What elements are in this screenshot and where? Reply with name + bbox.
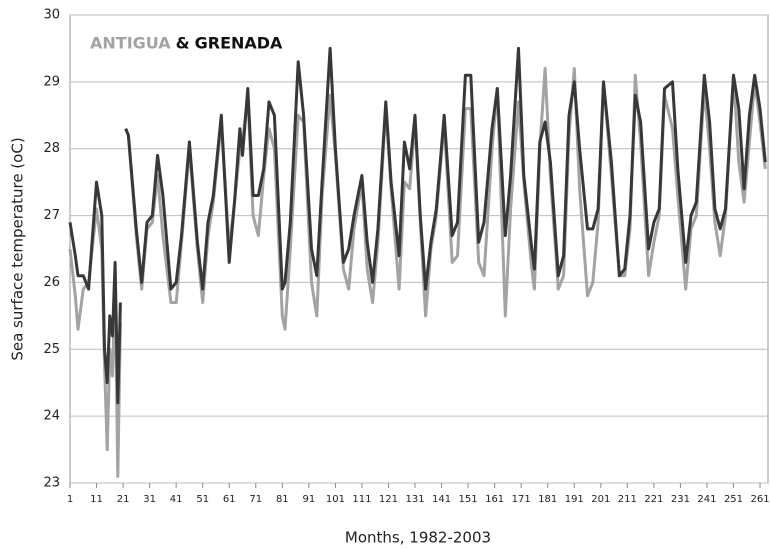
x-tick-label: 151: [459, 494, 478, 505]
x-axis-label: Months, 1982-2003: [345, 529, 491, 547]
y-tick-label: 24: [43, 409, 60, 424]
x-tick-label: 111: [352, 494, 371, 505]
x-tick-label: 11: [90, 494, 103, 505]
x-tick-label: 131: [405, 494, 424, 505]
y-tick-label: 29: [43, 74, 60, 89]
series-line: [68, 46, 767, 405]
x-tick-label: 91: [302, 494, 315, 505]
y-tick-label: 30: [43, 8, 60, 23]
x-tick-label: 71: [249, 494, 262, 505]
x-tick-label: 121: [379, 494, 398, 505]
x-tick-label: 101: [326, 494, 345, 505]
series-line: [68, 67, 767, 478]
y-tick-label: 23: [43, 476, 60, 491]
y-tick-label: 28: [43, 141, 60, 156]
legend-joiner: &: [176, 34, 190, 53]
x-tick-label: 31: [143, 494, 156, 505]
x-tick-label: 41: [170, 494, 183, 505]
y-tick-label: 25: [43, 342, 60, 357]
y-tick-label: 27: [43, 208, 60, 223]
x-tick-label: 261: [750, 494, 769, 505]
x-tick-label: 81: [276, 494, 289, 505]
x-tick-label: 221: [644, 494, 663, 505]
x-tick-label: 61: [223, 494, 236, 505]
x-tick-label: 141: [432, 494, 451, 505]
x-tick-label: 201: [591, 494, 610, 505]
plot-frame: [69, 14, 769, 484]
legend-antigua: ANTIGUA: [90, 34, 171, 53]
x-tick-label: 161: [485, 494, 504, 505]
legend-grenada: GRENADA: [195, 34, 283, 53]
x-tick-label: 181: [538, 494, 557, 505]
x-tick-label: 51: [196, 494, 209, 505]
x-tick-label: 231: [671, 494, 690, 505]
x-tick-label: 191: [565, 494, 584, 505]
x-tick-label: 21: [117, 494, 130, 505]
x-tick-label: 241: [697, 494, 716, 505]
x-tick-label: 211: [618, 494, 637, 505]
y-tick-label: 26: [43, 275, 60, 290]
x-tick-label: 171: [512, 494, 531, 505]
x-tick-label: 1: [67, 494, 73, 505]
x-tick-label: 251: [724, 494, 743, 505]
y-axis-label: Sea surface temperature (oC): [9, 137, 27, 360]
